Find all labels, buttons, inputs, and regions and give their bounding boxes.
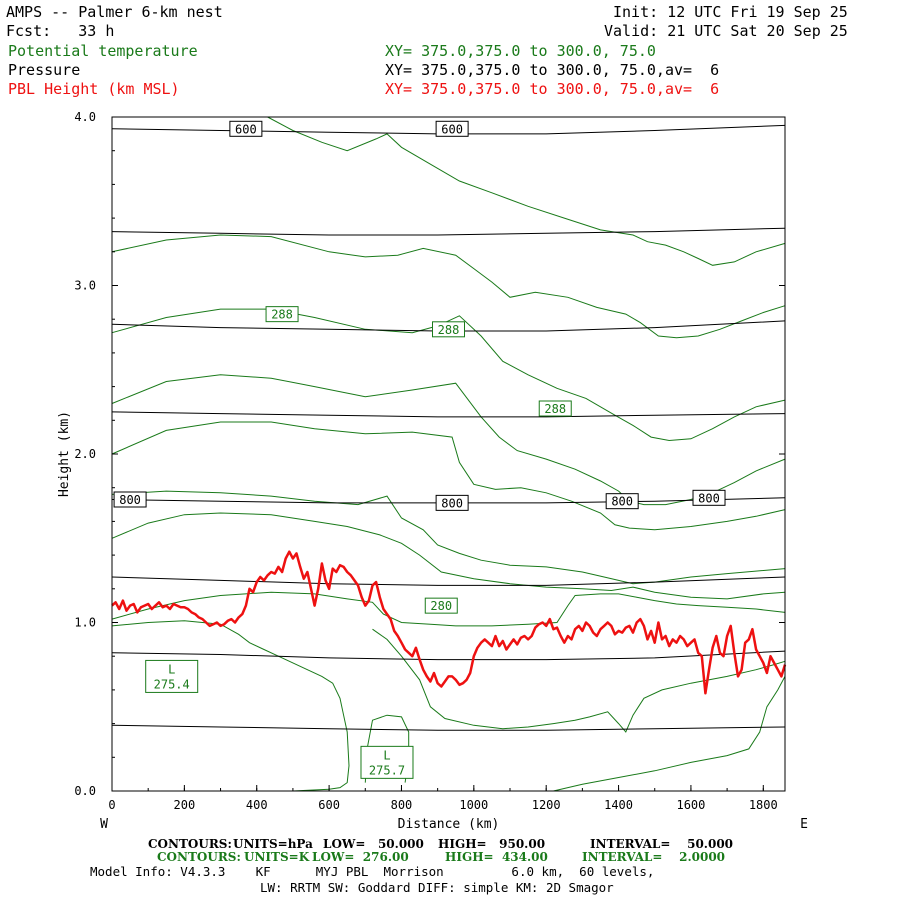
theta-contour-8 xyxy=(111,620,350,792)
y-tick-label-4: 4.0 xyxy=(74,110,96,124)
pressure-label-3-box xyxy=(435,494,469,511)
pressure-label-4: 800 xyxy=(611,495,633,509)
field-pbl-name: PBL Height (km MSL) xyxy=(8,80,180,98)
theta-label-1-box xyxy=(432,321,465,338)
theta-label-0: 288 xyxy=(271,308,293,322)
pressure-contour-900 xyxy=(111,650,786,661)
theta-label-0-box xyxy=(265,306,299,323)
low-symbol-0: L xyxy=(168,662,175,676)
x-axis-title: Distance (km) xyxy=(398,817,500,832)
field-pbl-xy: XY= 375.0,375.0 to 300.0, 75.0,av= 6 xyxy=(385,80,720,98)
low-value-0: 275.4 xyxy=(154,677,190,691)
y-tick-label-3: 3.0 xyxy=(74,279,96,293)
pressure-label-5-box xyxy=(692,489,726,506)
footer-k-units: UNITS=K xyxy=(244,850,310,864)
pressure-label-2-box xyxy=(113,491,147,508)
axes: 0.0 1.0 2.0 3.0 4.0 0 200 400 600 800 1000 1200 1400… xyxy=(57,110,808,832)
east-label: E xyxy=(800,817,808,832)
valid-time: Valid: 21 UTC Sat 20 Sep 25 xyxy=(604,22,848,40)
x-tick-label-1: 200 xyxy=(174,798,196,812)
pressure-label-0-box xyxy=(229,120,263,137)
y-tick-label-1: 1.0 xyxy=(74,616,96,630)
theta-contour-11 xyxy=(553,676,786,792)
theta-label-3: 280 xyxy=(430,599,452,613)
low-box-0 xyxy=(145,659,199,693)
x-tick-label-7: 1400 xyxy=(604,798,633,812)
field-theta-name: Potential temperature xyxy=(8,42,198,60)
west-label: W xyxy=(100,817,108,832)
field-pressure-xy: XY= 375.0,375.0 to 300.0, 75.0,av= 6 xyxy=(385,61,720,79)
pbl-height-line xyxy=(111,550,787,695)
forecast-hour: Fcst: 33 h xyxy=(6,22,115,40)
low-symbol-1: L xyxy=(383,748,390,762)
pressure-label-5: 800 xyxy=(698,491,720,505)
footer-hpa-interval: INTERVAL= 50.000 xyxy=(590,837,734,851)
field-pressure-name: Pressure xyxy=(8,61,81,79)
plot-frame xyxy=(111,116,786,792)
pressure-label-1-box xyxy=(435,120,469,137)
x-tick-label-2: 400 xyxy=(246,798,268,812)
pbl-line-group xyxy=(111,550,787,695)
low-box-1 xyxy=(360,745,414,779)
pressure-label-4-box xyxy=(605,493,639,510)
theta-contour-6 xyxy=(111,512,786,600)
theta-label-2-box xyxy=(538,400,572,417)
x-tick-label-6: 1200 xyxy=(532,798,561,812)
footer-hpa-low: LOW= 50.000 xyxy=(323,837,424,851)
footer-model-info: Model Info: V4.3.3 KF MYJ PBL Morrison 6… xyxy=(90,864,655,879)
footer-k-label: CONTOURS: xyxy=(157,850,241,864)
pressure-label-2: 800 xyxy=(119,493,141,507)
footer-k-low: LOW= 276.00 xyxy=(312,850,409,864)
theta-contours xyxy=(111,116,786,792)
theta-label-1: 288 xyxy=(438,323,460,337)
theta-contour-2 xyxy=(111,308,786,442)
pressure-contour-750 xyxy=(111,411,786,418)
y-tick-label-0: 0.0 xyxy=(74,784,96,798)
x-tick-label-9: 1800 xyxy=(749,798,778,812)
footer-model-info-2: LW: RRTM SW: Goddard DIFF: simple KM: 2D… xyxy=(260,880,614,895)
footer-k-interval: INTERVAL= 2.0000 xyxy=(582,850,726,864)
theta-contour-0 xyxy=(267,116,786,266)
pressure-label-1: 600 xyxy=(441,122,463,136)
footer-hpa-label: CONTOURS: xyxy=(148,837,232,851)
footer-k-high: HIGH= 434.00 xyxy=(445,850,548,864)
footer-hpa-units: UNITS=hPa xyxy=(233,837,313,851)
y-tick-label-2: 2.0 xyxy=(74,447,96,461)
pressure-label-0: 600 xyxy=(235,122,257,136)
theta-label-3-box xyxy=(424,597,458,614)
theta-label-2: 288 xyxy=(544,402,566,416)
theta-contour-7 xyxy=(111,591,786,627)
x-tick-label-3: 600 xyxy=(318,798,340,812)
x-tick-label-5: 1000 xyxy=(459,798,488,812)
pressure-contour-650 xyxy=(111,227,786,236)
theta-contour-1 xyxy=(111,234,786,339)
footer-hpa-high: HIGH= 950.00 xyxy=(438,837,546,851)
pressure-contour-950 xyxy=(111,724,786,731)
low-value-1: 275.7 xyxy=(369,763,405,777)
y-axis-title: Height (km) xyxy=(57,411,72,497)
pressure-label-3: 800 xyxy=(441,496,463,510)
pressure-contour-850 xyxy=(111,576,786,586)
theta-contour-4 xyxy=(111,421,786,531)
theta-contour-10 xyxy=(372,628,786,733)
x-tick-label-4: 800 xyxy=(391,798,413,812)
x-tick-label-0: 0 xyxy=(108,798,115,812)
field-theta-xy: XY= 375.0,375.0 to 300.0, 75.0 xyxy=(385,42,656,60)
model-title: AMPS -- Palmer 6-km nest xyxy=(6,3,223,21)
init-time: Init: 12 UTC Fri 19 Sep 25 xyxy=(613,3,848,21)
x-tick-label-8: 1600 xyxy=(676,798,705,812)
